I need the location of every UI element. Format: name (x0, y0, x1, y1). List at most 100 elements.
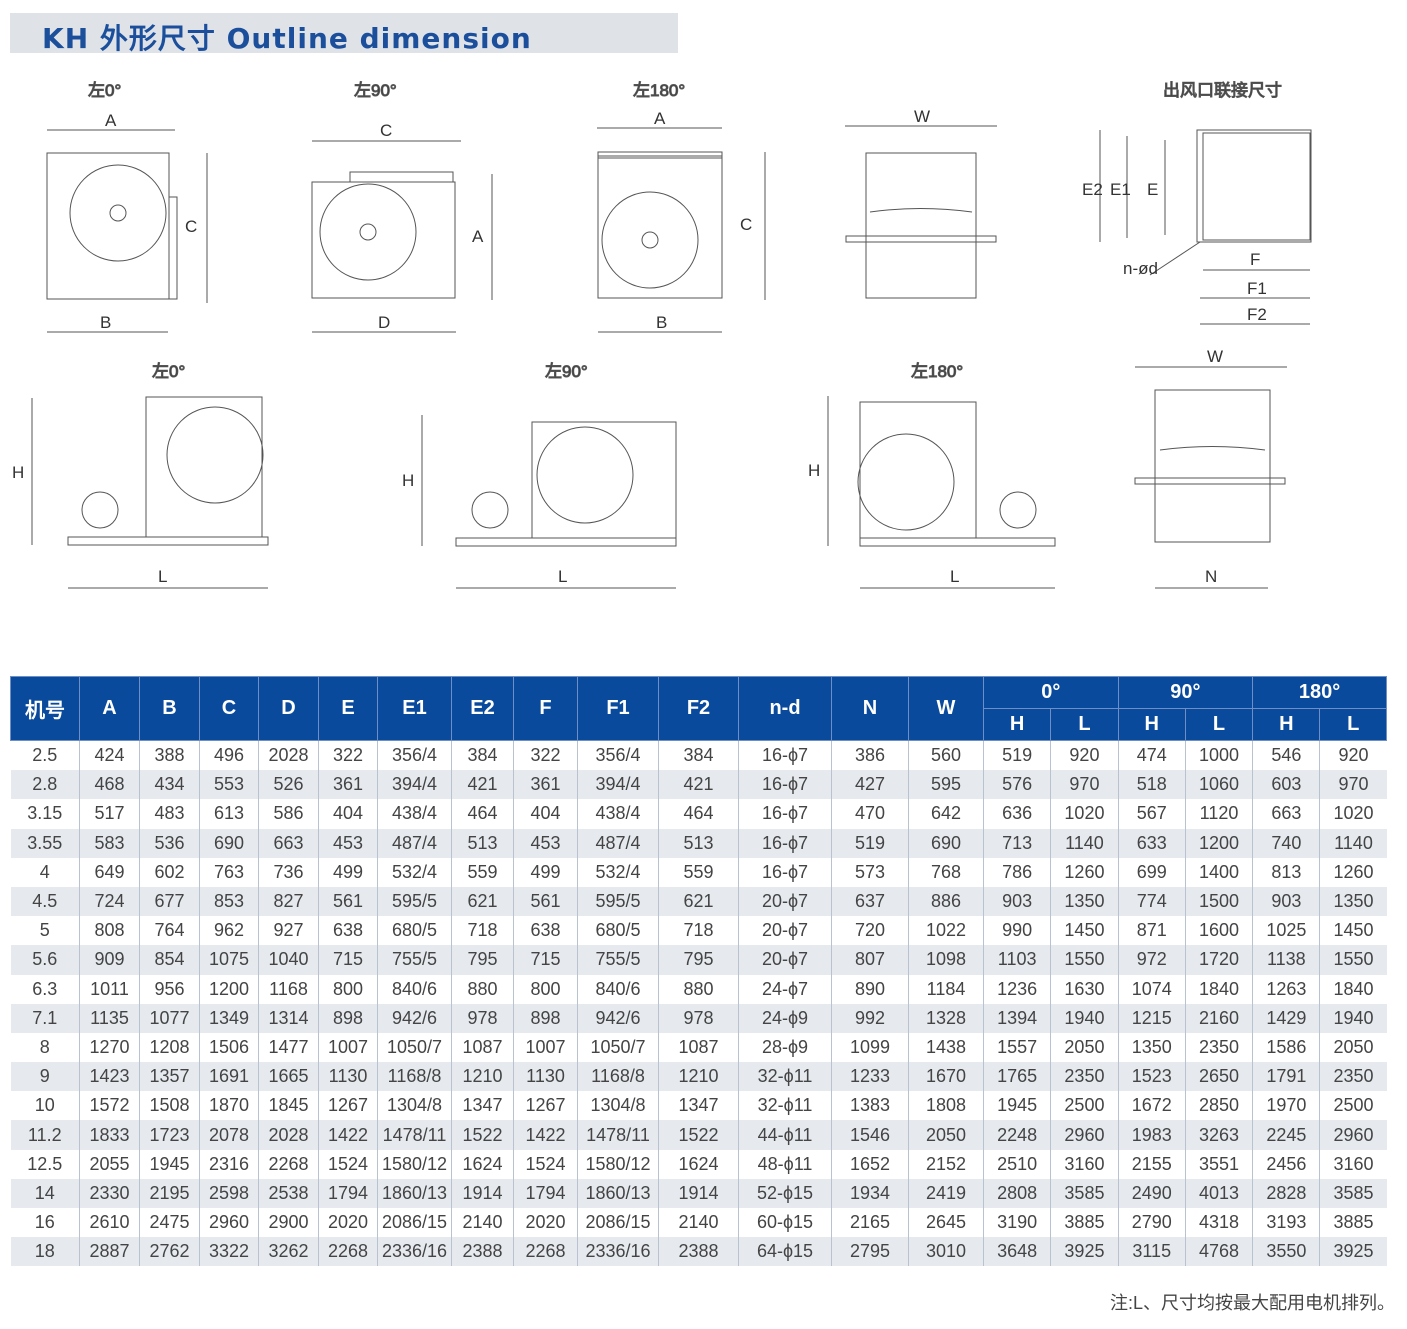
dim-label: A (105, 111, 117, 130)
table-cell: 64-ϕ15 (738, 1237, 832, 1267)
table-cell: 1914 (451, 1178, 514, 1208)
table-cell: 586 (258, 799, 319, 829)
dim-label: H (12, 463, 24, 482)
table-cell: 1120 (1184, 799, 1253, 829)
table-cell: 642 (908, 799, 984, 829)
table-cell: 1060 (1184, 770, 1253, 800)
table-cell: 1665 (258, 1062, 319, 1092)
table-cell: 1914 (658, 1178, 739, 1208)
dim-label: E2 (1082, 180, 1103, 199)
table-cell: 699 (1117, 857, 1186, 887)
dim-label: H (808, 461, 820, 480)
table-cell: 438/4 (377, 799, 452, 829)
table-cell: 1138 (1252, 945, 1320, 975)
table-cell: 795 (658, 945, 739, 975)
table-cell: 1794 (318, 1178, 378, 1208)
dim-label: F (1250, 250, 1260, 269)
view-label: 左90° (354, 81, 397, 100)
table-cell: 1630 (1050, 974, 1119, 1004)
table-cell: 2900 (258, 1208, 319, 1238)
table-cell: 2500 (1050, 1091, 1119, 1121)
table-cell: 3263 (1184, 1120, 1253, 1150)
dim-label: B (656, 313, 667, 332)
table-cell: 755/5 (577, 945, 659, 975)
table-cell: 880 (658, 974, 739, 1004)
table-row: 14 2330 2195 2598 2538 1794 1860/13 1914 1794 186… (10, 1178, 1387, 1208)
table-cell: 1723 (139, 1120, 200, 1150)
table-cell: 1945 (139, 1149, 200, 1179)
table-cell: 1477 (258, 1032, 319, 1063)
table-cell: 1580/12 (377, 1149, 452, 1179)
table-cell: 886 (908, 886, 984, 917)
dim-label: E1 (1110, 180, 1131, 199)
table-cell: 2078 (199, 1120, 259, 1150)
table-cell: 18 (10, 1237, 80, 1267)
table-cell: 2086/15 (377, 1208, 452, 1238)
table-cell: 1794 (513, 1178, 578, 1208)
table-cell: 956 (139, 974, 200, 1004)
table-cell: 16-ϕ7 (738, 770, 832, 800)
table-cell: 853 (199, 886, 259, 917)
dim-label: E (1147, 180, 1158, 199)
table-cell: 808 (79, 916, 140, 946)
column-subheader: H (982, 708, 1052, 741)
table-cell: 453 (513, 828, 578, 858)
table-cell: 690 (199, 828, 259, 858)
dim-label: F2 (1247, 305, 1267, 324)
table-cell: 871 (1117, 916, 1186, 946)
table-cell: 14 (10, 1178, 80, 1208)
outline-drawings: 左0° 左90° 左180° 出风口联接尺寸 A B C C D A A B C (12, 81, 1312, 589)
table-cell: 755/5 (377, 945, 452, 975)
table-cell: 1652 (831, 1149, 909, 1179)
table-cell: 1140 (1050, 828, 1119, 858)
table-cell: 1506 (199, 1032, 259, 1063)
table-cell: 942/6 (577, 1003, 659, 1033)
table-cell: 972 (1117, 945, 1186, 975)
table-cell: 16-ϕ7 (738, 799, 832, 829)
table-cell: 16-ϕ7 (738, 857, 832, 887)
table-cell: 2165 (831, 1208, 909, 1238)
table-cell: 595/5 (377, 886, 452, 917)
column-header: W (908, 676, 984, 741)
table-cell: 1087 (451, 1032, 514, 1063)
table-cell: 621 (658, 886, 739, 917)
table-cell: 898 (318, 1003, 378, 1033)
table-cell: 384 (658, 740, 739, 771)
table-cell: 464 (451, 799, 514, 829)
table-cell: 24-ϕ7 (738, 974, 832, 1004)
table-cell: 356/4 (377, 740, 452, 771)
table-cell: 517 (79, 799, 140, 829)
table-cell: 3160 (1319, 1149, 1387, 1179)
table-cell: 1383 (831, 1091, 909, 1121)
table-cell: 2268 (318, 1237, 378, 1267)
table-cell: 2388 (451, 1237, 514, 1267)
table-cell: 1022 (908, 916, 984, 946)
table-cell: 3585 (1319, 1178, 1387, 1208)
table-cell: 1020 (1319, 799, 1387, 829)
page-title: KH 外形尺寸 Outline dimension (42, 22, 532, 55)
table-cell: 519 (982, 740, 1051, 771)
table-cell: 718 (451, 916, 514, 946)
fan-motor-drawing-left-0: H L (12, 396, 269, 589)
dim-label: A (654, 109, 666, 128)
table-cell: 2598 (199, 1178, 259, 1208)
table-cell: 603 (1252, 770, 1320, 800)
table-cell: 1168/8 (377, 1062, 452, 1092)
table-cell: 474 (1117, 740, 1186, 771)
table-cell: 768 (908, 857, 984, 887)
table-cell: 1000 (1184, 740, 1253, 771)
table-cell: 2268 (258, 1149, 319, 1179)
table-cell: 1011 (79, 974, 140, 1004)
table-cell: 920 (1050, 740, 1119, 771)
dim-label: L (558, 567, 567, 586)
table-cell: 2650 (1184, 1062, 1253, 1092)
table-cell: 840/6 (377, 974, 452, 1004)
table-cell: 3648 (982, 1237, 1051, 1267)
table-row: 4.5 724 677 853 827 561 595/5 621 561 595/5 621 20-… (10, 886, 1387, 917)
table-cell: 1840 (1184, 974, 1253, 1004)
table-cell: 840/6 (577, 974, 659, 1004)
fan-drawing-left-180: A B C (597, 109, 766, 333)
table-cell: 1210 (658, 1062, 739, 1092)
table-cell: 421 (658, 770, 739, 800)
table-cell: 20-ϕ7 (738, 916, 832, 946)
